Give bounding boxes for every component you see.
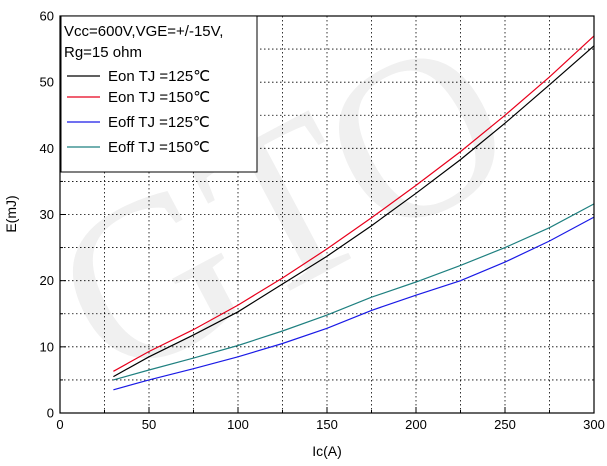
x-axis-label: Ic(A) xyxy=(312,443,342,459)
series-lines xyxy=(113,35,595,391)
x-tick-label: 200 xyxy=(405,417,427,432)
x-tick-label: 300 xyxy=(583,417,605,432)
legend-label-2: Eon TJ =150℃ xyxy=(108,89,210,106)
axis-ticks xyxy=(59,15,595,414)
x-tick-label: 50 xyxy=(142,417,156,432)
y-tick-label: 30 xyxy=(40,207,54,222)
y-tick-label: 60 xyxy=(40,9,54,24)
legend-label-3: Eoff TJ =125℃ xyxy=(108,114,210,131)
x-tick-label: 250 xyxy=(494,417,516,432)
y-tick-label: 50 xyxy=(40,75,54,90)
series-line-4 xyxy=(113,203,595,381)
x-tick-label: 150 xyxy=(316,417,338,432)
legend-label-1: Eon TJ =125℃ xyxy=(108,68,210,85)
y-tick-labels: 0 10 20 30 40 50 60 xyxy=(40,9,54,421)
y-tick-label: 40 xyxy=(40,141,54,156)
series-line-2 xyxy=(113,35,595,372)
x-tick-label: 0 xyxy=(56,417,63,432)
x-tick-labels: 0 50 100 150 200 250 300 xyxy=(56,417,604,432)
conditions-line-2: Rg=15 ohm xyxy=(64,44,142,61)
y-tick-label: 20 xyxy=(40,273,54,288)
conditions-line-1: Vcc=600V,VGE=+/-15V, xyxy=(64,23,223,40)
series-line-3 xyxy=(113,216,595,391)
y-tick-label: 0 xyxy=(47,406,54,421)
series-line-1 xyxy=(113,45,595,378)
y-axis-label: E(mJ) xyxy=(3,195,19,232)
y-tick-label: 10 xyxy=(40,339,54,354)
legend-box xyxy=(60,15,258,173)
legend-label-4: Eoff TJ =150℃ xyxy=(108,139,210,156)
x-tick-label: 100 xyxy=(227,417,249,432)
legend-entries: Eon TJ =125℃ Eon TJ =150℃ Eoff TJ =125℃ Eof… xyxy=(67,68,210,156)
legend: Vcc=600V,VGE=+/-15V, Rg=15 ohm Eon TJ =1… xyxy=(60,15,258,173)
